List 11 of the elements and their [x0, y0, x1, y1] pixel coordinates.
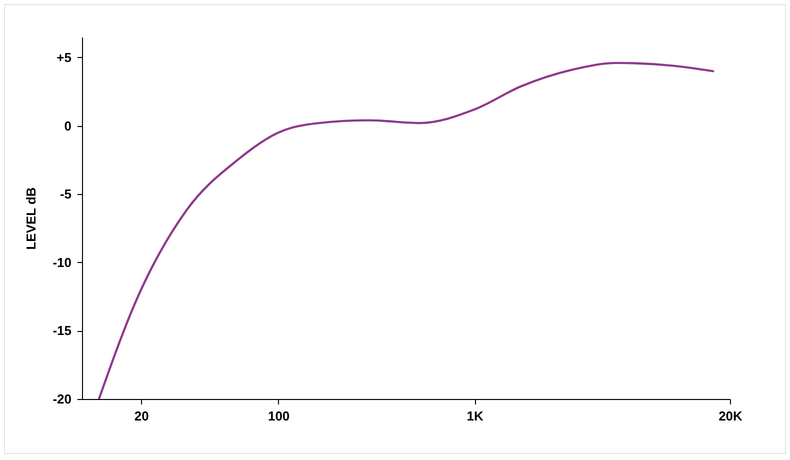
y-tick-label: -15 [52, 323, 72, 338]
x-tick-label: 20 [134, 408, 149, 424]
y-tick-label: +5 [56, 50, 72, 65]
x-tick-label: 20K [718, 408, 744, 424]
y-axis-title: LEVEL dB [24, 187, 39, 250]
y-tick-label: -10 [52, 254, 72, 270]
x-tick-label: 1K [466, 408, 484, 424]
x-tick-label: 100 [268, 408, 290, 424]
y-tick-label: -5 [60, 186, 72, 202]
y-tick-label: -20 [52, 392, 72, 406]
y-tick-label: 0 [64, 118, 72, 134]
